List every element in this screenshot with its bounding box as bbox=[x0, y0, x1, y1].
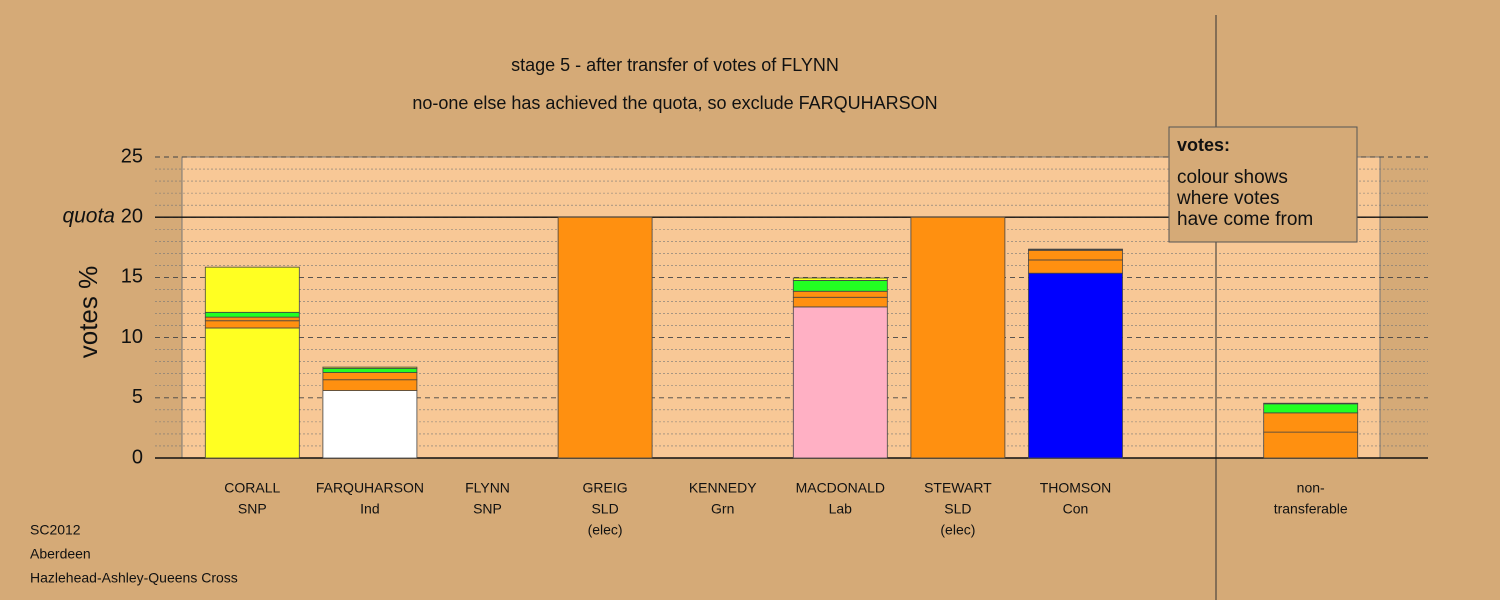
legend-box bbox=[1168, 126, 1358, 243]
bar-segment bbox=[322, 390, 418, 459]
x-tick-label: Grn bbox=[711, 501, 734, 517]
footer-line: SC2012 bbox=[30, 522, 81, 538]
bar-segment bbox=[322, 366, 418, 369]
y-tick-label: 25 bbox=[121, 145, 143, 167]
y-tick-label: 10 bbox=[121, 326, 143, 348]
footer-line: Hazlehead-Ashley-Queens Cross bbox=[30, 570, 238, 586]
bar-segment bbox=[1263, 403, 1359, 414]
bar-segment bbox=[792, 277, 888, 281]
y-tick-label: 5 bbox=[132, 386, 143, 408]
bar-segment bbox=[910, 216, 1006, 459]
y-axis-label: votes % bbox=[73, 266, 103, 359]
chart-subtitle: no-one else has achieved the quota, so e… bbox=[412, 93, 937, 113]
bar-segment bbox=[1263, 431, 1359, 459]
bar-segment bbox=[792, 306, 888, 459]
bar-segment bbox=[792, 296, 888, 308]
x-tick-label: FARQUHARSON bbox=[316, 480, 424, 496]
footer-line: Aberdeen bbox=[30, 546, 91, 562]
bar-segment bbox=[1028, 248, 1123, 251]
chart-title: stage 5 - after transfer of votes of FLY… bbox=[511, 55, 839, 75]
x-tick-label: FLYNN bbox=[465, 480, 510, 496]
x-tick-label: GREIG bbox=[583, 480, 628, 496]
x-tick-label: SLD bbox=[944, 501, 971, 517]
x-tick-label: Lab bbox=[829, 501, 853, 517]
bar-segment bbox=[204, 320, 300, 329]
x-tick-label: transferable bbox=[1274, 501, 1348, 517]
x-tick-label: SNP bbox=[473, 501, 502, 517]
x-tick-label: CORALL bbox=[224, 480, 280, 496]
x-tick-label: non- bbox=[1297, 480, 1325, 496]
bar-segment bbox=[557, 216, 653, 459]
x-tick-label: STEWART bbox=[924, 480, 992, 496]
x-tick-label: KENNEDY bbox=[689, 480, 757, 496]
bar-segment bbox=[322, 372, 418, 381]
x-tick-label: (elec) bbox=[940, 522, 975, 538]
plot bbox=[155, 156, 1428, 459]
legend-line: colour shows bbox=[1177, 167, 1288, 188]
legend-line: have come from bbox=[1177, 209, 1313, 230]
y-tick-label: 0 bbox=[132, 446, 143, 468]
bar-segment bbox=[204, 311, 300, 318]
bar-segment bbox=[1028, 272, 1123, 459]
y-tick-label: 15 bbox=[121, 266, 143, 288]
bar-segment bbox=[322, 367, 418, 373]
x-tick-label: Con bbox=[1063, 501, 1089, 517]
x-tick-label: SNP bbox=[238, 501, 267, 517]
bar-segment bbox=[792, 280, 888, 292]
bar-segment bbox=[792, 290, 888, 298]
bar-segment bbox=[204, 327, 300, 459]
x-tick-label: SLD bbox=[591, 501, 618, 517]
x-tick-label: (elec) bbox=[588, 522, 623, 538]
bar-segment bbox=[1263, 412, 1359, 433]
legend-title: votes: bbox=[1177, 135, 1230, 155]
bar-segment bbox=[204, 316, 300, 322]
x-tick-label: THOMSON bbox=[1040, 480, 1112, 496]
bar-segment bbox=[1028, 249, 1123, 261]
quota-label: quota bbox=[62, 205, 115, 228]
bar-segment bbox=[1028, 259, 1123, 274]
x-tick-label: MACDONALD bbox=[796, 480, 885, 496]
y-tick-label: 20 bbox=[121, 205, 143, 227]
bar-segment bbox=[1263, 402, 1359, 405]
legend-line: where votes bbox=[1176, 188, 1279, 209]
bar-segment bbox=[322, 379, 418, 391]
x-tick-label: Ind bbox=[360, 501, 379, 517]
bar-segment bbox=[204, 266, 300, 313]
